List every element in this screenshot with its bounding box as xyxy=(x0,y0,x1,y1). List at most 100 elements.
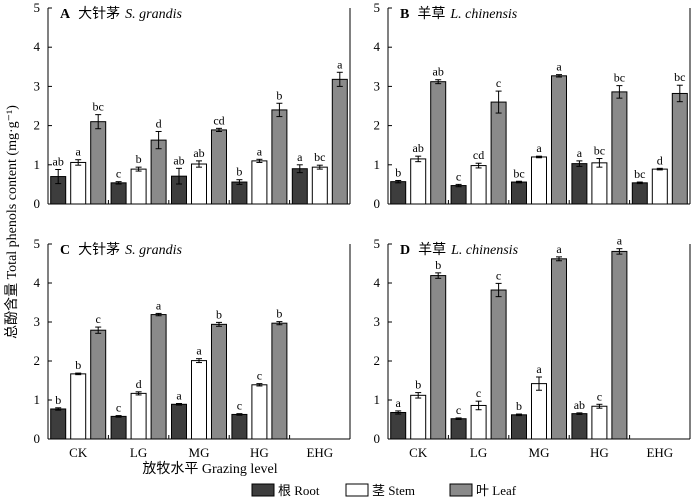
x-tick-label: MG xyxy=(529,445,550,460)
x-tick-label: MG xyxy=(189,445,210,460)
bar xyxy=(390,181,407,205)
y-tick-label: 4 xyxy=(374,275,381,290)
y-tick-label: 3 xyxy=(34,78,41,93)
bar xyxy=(671,92,688,205)
significance-label: ab xyxy=(193,146,204,160)
significance-label: a xyxy=(536,141,542,155)
bar xyxy=(390,411,407,440)
x-tick-label: EHG xyxy=(306,445,333,460)
bar xyxy=(551,75,567,205)
significance-label: a xyxy=(617,234,623,248)
x-tick-label: LG xyxy=(470,445,487,460)
bar xyxy=(110,415,127,440)
y-tick-label: 4 xyxy=(374,39,381,54)
bar xyxy=(611,250,628,440)
x-tick-label: HG xyxy=(250,445,269,460)
y-tick-label: 5 xyxy=(34,236,41,251)
legend-swatch xyxy=(251,483,275,497)
x-axis-title: 放牧水平 Grazing level xyxy=(142,461,277,477)
panel-title-cn: 大针茅 xyxy=(78,242,120,258)
significance-label: c xyxy=(116,401,121,415)
bar xyxy=(611,91,628,205)
significance-label: a xyxy=(196,344,202,358)
panel-letter: B xyxy=(400,7,409,22)
y-tick-label: 3 xyxy=(374,314,381,329)
significance-label: a xyxy=(176,389,182,403)
significance-label: a xyxy=(76,145,82,159)
significance-label: d xyxy=(136,377,142,391)
significance-label: c xyxy=(597,389,602,403)
significance-label: b xyxy=(395,165,401,179)
y-tick-label: 1 xyxy=(34,392,41,407)
y-tick-label: 0 xyxy=(34,196,41,211)
significance-label: c xyxy=(456,169,461,183)
significance-label: ab xyxy=(53,155,64,169)
y-tick-label: 1 xyxy=(374,392,381,407)
significance-label: b xyxy=(75,358,81,372)
y-tick-label: 4 xyxy=(34,39,41,54)
bar xyxy=(631,182,648,205)
bar xyxy=(271,322,288,440)
x-tick-label: LG xyxy=(130,445,147,460)
panel-title: D 羊草 L. chinensis xyxy=(400,242,519,258)
significance-label: d xyxy=(657,153,663,167)
panel-title-species: L. chinensis xyxy=(449,7,517,22)
y-tick-label: 2 xyxy=(374,353,381,368)
bar xyxy=(591,162,608,205)
y-axis-title: 总酚含量 Total phenols content (mg·g⁻¹) xyxy=(4,105,20,339)
x-tick-label: HG xyxy=(590,445,609,460)
bar xyxy=(551,258,567,440)
bar xyxy=(311,166,328,205)
significance-label: bc xyxy=(513,166,524,180)
bar xyxy=(450,418,467,440)
bar xyxy=(191,360,207,440)
significance-label: c xyxy=(456,403,461,417)
y-tick-label: 2 xyxy=(34,353,41,368)
significance-label: bc xyxy=(314,150,325,164)
bar xyxy=(430,275,447,440)
panel-title: B 羊草 L. chinensis xyxy=(400,6,518,22)
significance-label: c xyxy=(496,76,501,90)
y-tick-label: 4 xyxy=(34,275,41,290)
bar xyxy=(191,163,207,205)
legend: 根 Root 茎 Stem 叶 Leaf xyxy=(251,483,517,498)
significance-label: ab xyxy=(574,398,585,412)
bar xyxy=(331,78,348,205)
significance-label: d xyxy=(156,116,162,130)
bar xyxy=(150,314,167,440)
y-tick-label: 5 xyxy=(374,0,381,15)
significance-label: a xyxy=(536,362,542,376)
bar xyxy=(130,168,147,205)
bar xyxy=(90,121,107,205)
significance-label: b xyxy=(276,307,282,321)
y-tick-label: 3 xyxy=(374,78,381,93)
bar xyxy=(150,139,167,205)
significance-label: bc xyxy=(594,144,605,158)
legend-label: 根 Root xyxy=(278,483,320,498)
bar xyxy=(490,101,507,205)
bar xyxy=(171,403,187,440)
y-tick-label: 0 xyxy=(374,431,381,446)
y-tick-label: 1 xyxy=(34,157,41,172)
panel-title-species: L. chinensis xyxy=(450,243,518,258)
bar xyxy=(571,413,588,440)
panel-title: C 大针茅 S. grandis xyxy=(60,242,182,258)
bar xyxy=(410,158,427,205)
significance-label: cd xyxy=(213,113,224,127)
bar xyxy=(70,161,87,205)
significance-label: ab xyxy=(413,141,424,155)
bar xyxy=(251,384,268,440)
panel-title: A 大针茅 S. grandis xyxy=(60,6,182,22)
significance-label: a xyxy=(337,57,343,71)
significance-label: b xyxy=(216,307,222,321)
panel-letter: A xyxy=(60,7,71,22)
panel-title-species: S. grandis xyxy=(125,7,182,22)
bar xyxy=(430,81,447,205)
significance-label: b xyxy=(55,393,61,407)
bar xyxy=(231,413,248,440)
y-tick-label: 2 xyxy=(374,118,381,133)
significance-label: b xyxy=(276,88,282,102)
